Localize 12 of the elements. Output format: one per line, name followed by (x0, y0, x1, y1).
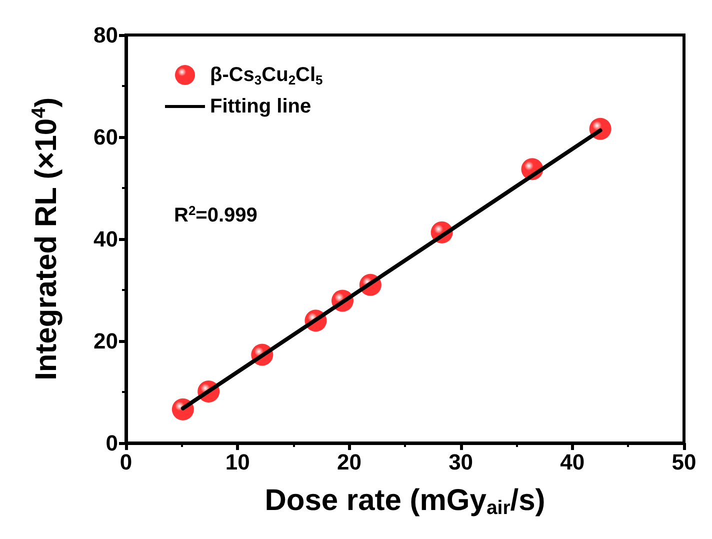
y-axis-title: Integrated RL (×104) (28, 97, 63, 380)
x-tick-label: 30 (448, 450, 474, 474)
y-tick-label: 40 (94, 226, 118, 252)
y-tick-label: 20 (94, 328, 118, 354)
x-tick-label: 50 (672, 450, 696, 474)
y-tick-label: 60 (94, 124, 118, 150)
x-tick-label: 40 (560, 450, 585, 474)
x-tick-label: 10 (225, 450, 250, 474)
y-tick-label: 80 (94, 22, 118, 48)
x-tick-label: 20 (336, 450, 362, 474)
y-tick-label: 0 (106, 430, 118, 456)
legend-label: Fitting line (210, 96, 312, 118)
